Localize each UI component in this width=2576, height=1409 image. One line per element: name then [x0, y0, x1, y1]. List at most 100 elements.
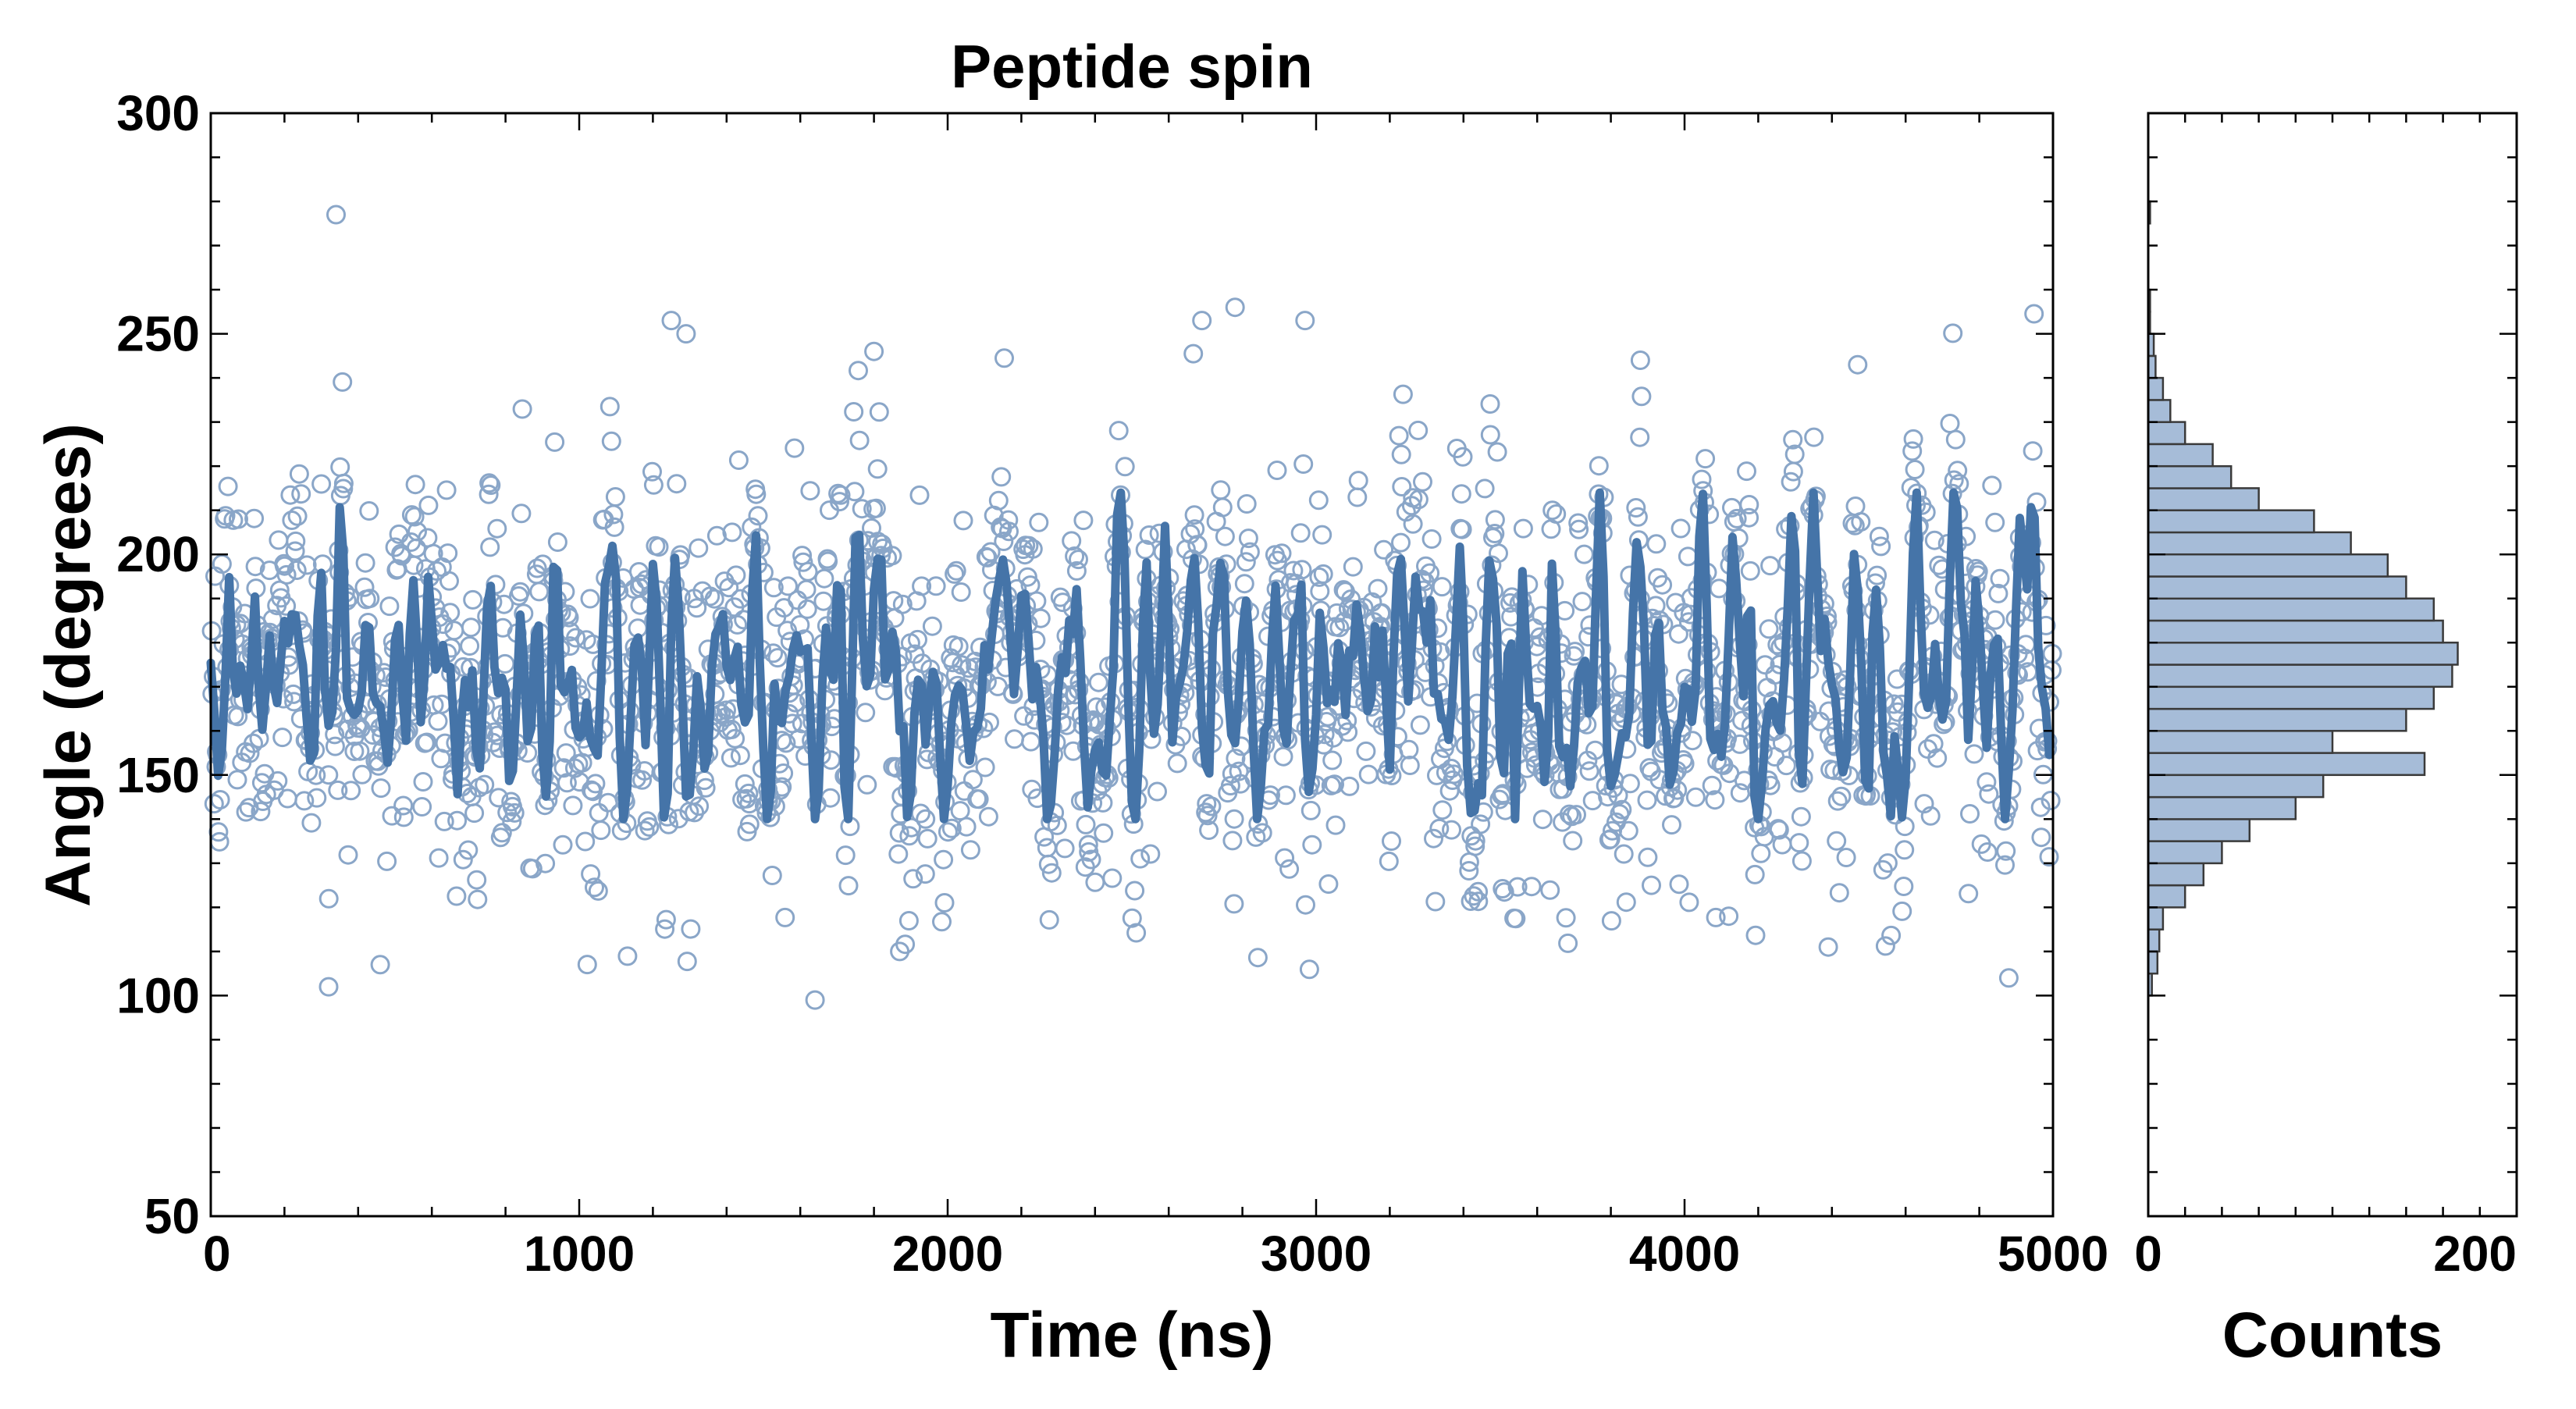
scatter-point: [1730, 734, 1750, 754]
scatter-point: [289, 464, 309, 484]
scatter-point: [908, 629, 927, 649]
scatter-point: [1960, 804, 1980, 824]
scatter-point: [352, 764, 372, 785]
scatter-point: [1664, 788, 1685, 808]
scatter-point: [655, 919, 675, 939]
scatter-point: [722, 522, 742, 543]
scatter-point: [244, 508, 265, 528]
histogram-bar: [2147, 531, 2352, 556]
scatter-point: [605, 487, 625, 507]
scatter-point: [999, 521, 1019, 542]
scatter-point: [917, 749, 937, 770]
scatter-point: [1563, 831, 1583, 851]
scatter-point: [1877, 853, 1898, 874]
scatter-point: [857, 774, 877, 795]
x-tick-label: 0: [203, 1226, 231, 1282]
scatter-point: [946, 560, 966, 581]
scatter-point: [1443, 764, 1464, 785]
scatter-point: [643, 475, 664, 495]
scatter-point: [1559, 804, 1579, 824]
scatter-point: [1759, 619, 1779, 639]
scatter-point: [1023, 539, 1043, 559]
scatter-point: [1309, 567, 1329, 587]
scatter-point: [1631, 386, 1652, 407]
scatter-point: [1702, 775, 1722, 795]
scatter-point: [464, 803, 485, 824]
scatter-point: [1776, 756, 1796, 776]
scatter-point: [1322, 750, 1343, 770]
scatter-point: [892, 594, 913, 614]
scatter-point: [814, 568, 834, 589]
scatter-point: [1988, 583, 2008, 603]
histogram-bar: [2147, 376, 2165, 401]
scatter-point: [1038, 854, 1059, 874]
scatter-point: [1628, 507, 1648, 527]
scatter-point: [276, 596, 297, 616]
scatter-point: [511, 582, 530, 602]
scatter-point: [434, 811, 454, 831]
scatter-point: [1408, 420, 1429, 440]
scatter-point: [1088, 672, 1108, 692]
histogram-bar: [2147, 641, 2459, 666]
scatter-point: [245, 557, 265, 577]
scatter-point: [1751, 843, 1771, 863]
scatter-point: [1979, 784, 1999, 804]
scatter-point: [659, 814, 678, 834]
scatter-point: [429, 848, 449, 868]
scatter-point: [461, 617, 481, 638]
scatter-point: [1368, 578, 1388, 599]
scatter-point: [1276, 785, 1296, 806]
y-tick-label: 200: [116, 526, 200, 582]
scatter-point: [1670, 518, 1691, 539]
scatter-point: [849, 361, 868, 381]
scatter-point: [479, 484, 499, 504]
scatter-point: [1977, 842, 1998, 862]
scatter-point: [489, 788, 509, 808]
scatter-point: [1343, 557, 1363, 577]
histogram-bar: [2147, 399, 2172, 423]
scatter-point: [800, 481, 820, 501]
scatter-point: [229, 509, 248, 529]
scatter-point: [1296, 895, 1315, 915]
scatter-point: [797, 599, 817, 619]
scatter-point-outlier: [1998, 968, 2019, 988]
scatter-point: [1130, 849, 1151, 869]
y-tick-label: 100: [116, 967, 200, 1023]
scatter-point: [527, 558, 547, 578]
scatter-point: [601, 431, 621, 451]
scatter-point-outlier: [676, 324, 696, 344]
histogram-bar: [2147, 487, 2260, 511]
scatter-point: [557, 773, 577, 793]
scatter-point: [1391, 532, 1411, 553]
scatter-point: [306, 765, 326, 785]
scatter-point: [1574, 544, 1594, 564]
y-tick-label: 250: [116, 306, 200, 362]
scatter-point: [1275, 848, 1295, 868]
scatter-point: [512, 399, 532, 419]
scatter-point: [1940, 414, 1960, 433]
scatter-point: [218, 476, 238, 496]
scatter-point: [1421, 529, 1442, 549]
scatter-points: [201, 205, 2062, 1010]
scatter-point: [1871, 536, 1891, 557]
scatter-point: [1393, 384, 1413, 404]
scatter-point: [917, 828, 938, 849]
scatter-point: [1903, 429, 1923, 449]
scatter-point: [1126, 923, 1147, 943]
scatter-point: [869, 402, 889, 422]
scatter-point: [1389, 425, 1409, 446]
scatter-point: [1220, 776, 1240, 795]
scatter-point: [1452, 519, 1472, 539]
scatter-point: [1507, 877, 1528, 897]
scatter-point: [1558, 933, 1578, 953]
scatter-point: [1413, 471, 1432, 492]
scatter-point: [1229, 761, 1249, 781]
scatter-point: [1783, 429, 1803, 450]
scatter-point: [926, 576, 946, 596]
scatter-point: [728, 450, 749, 470]
scatter-point: [227, 770, 247, 790]
scatter-point: [1238, 528, 1258, 549]
scatter-point: [333, 473, 354, 493]
scatter-point: [1461, 826, 1482, 846]
